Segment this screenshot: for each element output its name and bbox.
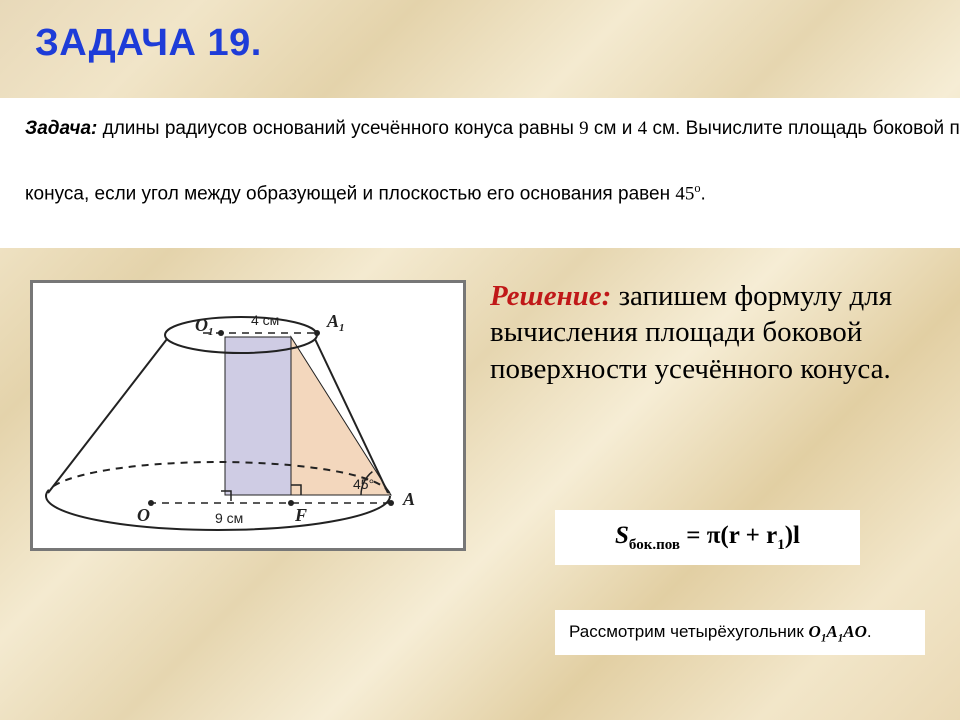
slide: ЗАДАЧА 19. Задача: длины радиусов основа… <box>0 0 960 720</box>
cone-diagram: OFAO1A14 см9 см45° <box>30 280 466 551</box>
svg-text:4 см: 4 см <box>251 312 279 328</box>
problem-line-1: Задача: длины радиусов оснований усечённ… <box>25 116 935 142</box>
solution-text: Решение: запишем формулу для вычисления … <box>490 278 935 387</box>
svg-text:45°: 45° <box>353 476 374 492</box>
svg-text:A1: A1 <box>326 311 345 334</box>
formula-box: Sбок.пов = π(r + r1)l <box>555 510 860 565</box>
svg-text:9 см: 9 см <box>215 510 243 526</box>
svg-text:F: F <box>294 505 307 525</box>
svg-text:A: A <box>402 489 415 509</box>
problem-statement: Задача: длины радиусов оснований усечённ… <box>0 98 960 248</box>
solution-lead: Решение: <box>490 280 611 312</box>
consider-box: Рассмотрим четырёхугольник O1A1AO. <box>555 610 925 655</box>
cone-svg: OFAO1A14 см9 см45° <box>33 283 463 548</box>
svg-text:O: O <box>137 505 150 525</box>
slide-title: ЗАДАЧА 19. <box>35 22 262 65</box>
problem-line-2: конуса, если угол между образующей и пло… <box>25 180 935 207</box>
problem-label: Задача: <box>25 118 97 139</box>
